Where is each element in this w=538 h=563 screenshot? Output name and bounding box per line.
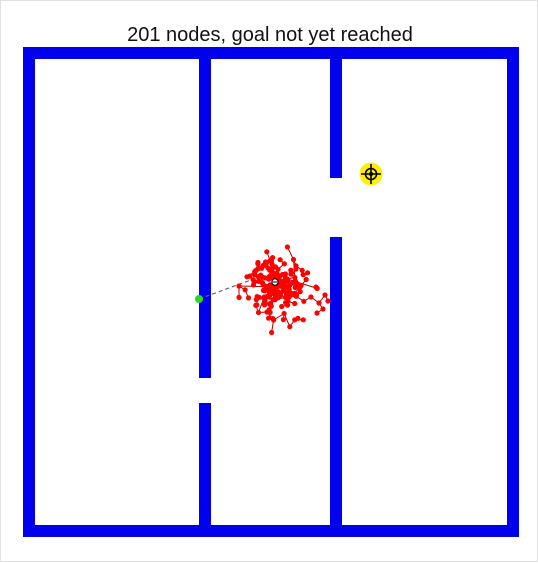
wall-right-divider-upper: [330, 59, 342, 178]
tree-node: [268, 310, 273, 315]
wall-left: [23, 47, 35, 537]
wall-left-divider-lower: [199, 403, 211, 525]
tree-node: [301, 317, 306, 322]
tree-node: [264, 249, 269, 254]
node-cursor-icon: [272, 279, 278, 285]
tree-node: [254, 302, 259, 307]
tree-node: [282, 261, 287, 266]
wall-right: [507, 47, 519, 537]
tree-node: [295, 316, 300, 321]
tree-node: [281, 287, 286, 292]
tree-node: [261, 282, 266, 287]
tree-node: [262, 288, 267, 293]
wall-top: [23, 47, 519, 59]
tree-node: [325, 298, 330, 303]
tree-node: [254, 297, 259, 302]
tree-node: [287, 324, 292, 329]
tree-node: [314, 310, 319, 315]
tree-node: [279, 304, 284, 309]
tree-node: [313, 285, 318, 290]
tree-node: [305, 270, 310, 275]
tree-node: [287, 295, 292, 300]
tree-node: [255, 261, 260, 266]
tree-node: [320, 306, 325, 311]
tree-node: [256, 274, 261, 279]
wall-right-divider-lower: [330, 237, 342, 525]
tree-node: [236, 283, 241, 288]
tree-node: [269, 330, 274, 335]
wall-bottom: [23, 525, 519, 537]
wall-left-divider-upper: [199, 59, 211, 378]
tree-node: [308, 294, 313, 299]
tree-node: [282, 273, 287, 278]
tree-node: [292, 301, 297, 306]
tree-node: [316, 300, 321, 305]
tree-nodes: [236, 244, 330, 335]
tree-node: [282, 280, 287, 285]
tree-node: [243, 287, 248, 292]
tree-node: [283, 300, 288, 305]
tree-node: [236, 295, 241, 300]
tree-node: [301, 299, 306, 304]
start-dot: [195, 295, 203, 303]
tree-node: [281, 317, 286, 322]
tree-node: [262, 302, 267, 307]
tree-node: [252, 269, 257, 274]
tree-node: [246, 295, 251, 300]
tree-node: [304, 277, 309, 282]
tree-node: [247, 274, 252, 279]
tree-node: [293, 267, 298, 272]
tree-node: [256, 310, 261, 315]
tree-node: [285, 244, 290, 249]
tree-node: [270, 316, 275, 321]
tree-node: [291, 257, 296, 262]
crosshair-target-icon: [360, 163, 383, 186]
tree-node: [269, 289, 274, 294]
tree-node: [269, 304, 274, 309]
tree-node: [300, 268, 305, 273]
tree-node: [269, 267, 274, 272]
tree-node: [274, 295, 279, 300]
tree-node: [278, 257, 283, 262]
tree-node: [298, 289, 303, 294]
tree-node: [289, 270, 294, 275]
tree-node: [263, 263, 268, 268]
tree-node: [252, 279, 257, 284]
tree-node: [322, 292, 327, 297]
tree-node: [295, 283, 300, 288]
tree-node: [282, 311, 287, 316]
tree-node: [270, 255, 275, 260]
tree-node: [265, 294, 270, 299]
